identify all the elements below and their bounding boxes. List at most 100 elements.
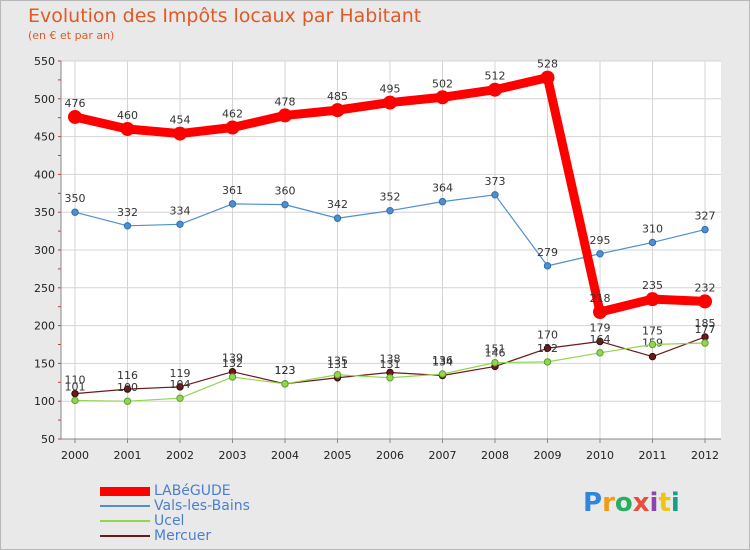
data-label: 132 (222, 357, 243, 370)
x-tick-label: 2010 (586, 449, 614, 462)
logo-letter: r (602, 488, 615, 518)
data-label: 310 (642, 222, 663, 235)
axes: 50 100 150 200 250 300 350 400 450 500 550 2000 2001… (34, 55, 721, 462)
data-label: 462 (222, 108, 243, 121)
data-label: 104 (170, 378, 191, 391)
legend-label: Ucel (154, 513, 185, 529)
data-point (333, 371, 342, 379)
data-point (698, 294, 712, 309)
y-tick-label: 350 (34, 206, 55, 219)
data-label: 175 (642, 325, 663, 338)
data-point (648, 238, 657, 247)
x-tick-label: 2007 (429, 449, 457, 462)
y-tick-label: 150 (34, 357, 55, 370)
data-label: 131 (380, 358, 401, 371)
data-label: 235 (642, 279, 663, 292)
data-point (701, 225, 709, 234)
data-point (596, 349, 604, 357)
y-tick-label: 250 (34, 282, 55, 295)
data-point (71, 208, 79, 216)
data-point (225, 120, 240, 135)
data-point (435, 90, 450, 105)
legend-label: Vals-les-Bains (154, 498, 250, 514)
data-point (543, 262, 552, 270)
data-label: 342 (327, 198, 348, 211)
series-lab-gude: 476 460 454 462 478 485 495 502 512 528 218 235 232 (65, 58, 716, 319)
data-label: 502 (432, 77, 453, 90)
y-tick-label: 50 (41, 433, 55, 446)
grid (61, 60, 721, 440)
data-point (176, 394, 184, 402)
data-label: 334 (170, 204, 191, 217)
x-tick-label: 2008 (481, 449, 509, 462)
data-point (281, 380, 289, 388)
data-label: 170 (537, 328, 558, 341)
x-tick-label: 2012 (691, 449, 719, 462)
x-tick-label: 2006 (376, 449, 404, 462)
y-tick-label: 400 (34, 168, 55, 181)
data-point (383, 95, 397, 110)
data-point (491, 358, 499, 367)
x-tick-label: 2004 (271, 449, 299, 462)
legend-label: LABéGUDE (154, 483, 231, 499)
data-label: 279 (537, 246, 558, 259)
data-point (68, 109, 82, 124)
y-tick-label: 550 (34, 55, 55, 68)
data-label: 454 (170, 114, 191, 127)
data-point (543, 344, 552, 352)
data-point (176, 383, 184, 391)
data-point (648, 352, 657, 361)
data-point (333, 214, 342, 222)
data-label: 478 (275, 95, 296, 108)
logo-letter: t (658, 488, 671, 518)
data-point (701, 339, 709, 347)
data-label: 476 (65, 97, 86, 110)
data-point (120, 122, 135, 137)
data-label: 185 (695, 317, 716, 330)
data-label: 100 (117, 381, 138, 394)
data-label: 177 (695, 323, 716, 336)
data-label: 332 (117, 206, 138, 219)
x-tick-label: 2003 (219, 449, 247, 462)
chart-subtitle: (en € et par an) (28, 29, 115, 42)
data-label: 152 (537, 342, 558, 355)
logo-letter: i (670, 488, 680, 518)
y-tick-label: 200 (34, 320, 55, 333)
data-point (123, 385, 132, 393)
data-point (228, 373, 237, 381)
data-point (491, 191, 499, 199)
data-label: 512 (485, 70, 506, 83)
data-point (386, 206, 394, 215)
data-point (278, 108, 292, 123)
data-point (648, 340, 657, 349)
data-point (645, 292, 660, 307)
x-tick-label: 2000 (61, 449, 89, 462)
y-tick-label: 450 (34, 131, 55, 144)
logo-letter: P (583, 488, 603, 518)
data-point (596, 337, 604, 346)
data-point (123, 222, 132, 230)
data-label: 327 (695, 210, 716, 223)
data-point (281, 200, 289, 209)
data-label: 151 (485, 343, 506, 356)
data-label: 352 (380, 191, 401, 204)
data-label: 232 (695, 281, 716, 294)
logo-letter: x (632, 488, 650, 518)
data-label: 139 (222, 352, 243, 365)
data-label: 123 (275, 364, 296, 377)
legend-swatch (100, 505, 150, 507)
data-label: 164 (590, 333, 611, 346)
data-label: 134 (432, 355, 453, 368)
proxiti-logo: Proxiti (583, 488, 680, 518)
x-tick-label: 2002 (166, 449, 194, 462)
data-label: 364 (432, 182, 453, 195)
data-label: 138 (380, 352, 401, 365)
y-tick-label: 500 (34, 93, 55, 106)
series-layer: 1101161191391231311381341461701791591851… (65, 58, 716, 405)
data-label: 116 (117, 369, 138, 382)
data-point (176, 220, 184, 228)
logo-letter: o (614, 488, 633, 518)
data-label: 460 (117, 109, 138, 122)
legend-swatch (100, 535, 150, 537)
